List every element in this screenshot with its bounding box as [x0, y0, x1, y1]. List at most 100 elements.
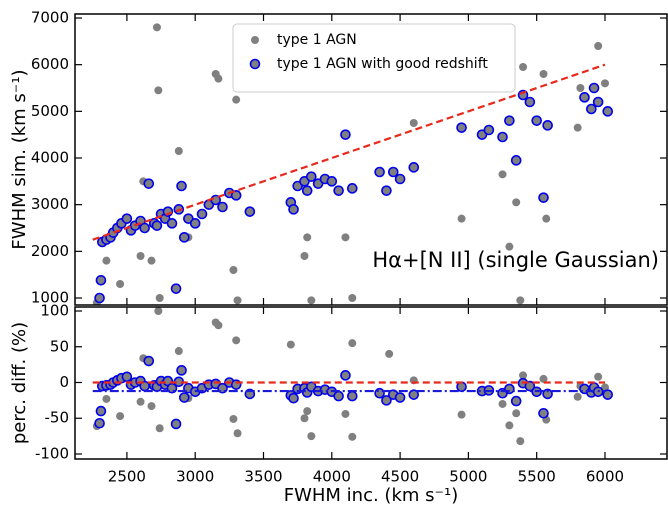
- data-point: [531, 115, 542, 126]
- x-axis-label: FWHM inc. (km s⁻¹): [284, 485, 459, 506]
- data-point: [341, 233, 350, 242]
- data-point: [178, 392, 190, 403]
- data-point: [102, 394, 111, 403]
- reference-line: [92, 63, 606, 241]
- data-point: [348, 432, 357, 441]
- data-point: [147, 256, 156, 265]
- data-point: [154, 86, 163, 95]
- data-point: [121, 213, 133, 224]
- data-point: [333, 185, 344, 196]
- data-point: [504, 115, 515, 126]
- data-point: [586, 103, 597, 115]
- data-point: [301, 185, 313, 196]
- data-point: [456, 122, 467, 133]
- data-point: [519, 371, 528, 380]
- x-tick-label: 3500: [244, 468, 282, 486]
- data-point: [516, 437, 525, 446]
- data-point: [307, 296, 316, 305]
- data-point: [512, 409, 521, 418]
- data-point: [214, 74, 223, 83]
- y-tick-label: 100: [40, 302, 69, 320]
- x-tick-label: 6000: [586, 468, 624, 486]
- data-point: [136, 397, 145, 406]
- data-point: [592, 96, 604, 108]
- data-point: [374, 166, 385, 178]
- y-tick-label: 2000: [31, 242, 69, 260]
- data-point: [306, 171, 317, 182]
- data-point: [573, 392, 582, 401]
- data-point: [303, 407, 312, 416]
- data-point: [483, 124, 495, 136]
- data-point: [594, 372, 603, 381]
- data-point: [116, 412, 125, 421]
- x-tick-label: 5500: [518, 468, 556, 486]
- data-point: [286, 340, 295, 349]
- data-point: [539, 374, 548, 383]
- data-point: [576, 84, 585, 93]
- data-point: [539, 70, 548, 79]
- data-point: [244, 206, 256, 217]
- data-point: [300, 414, 309, 423]
- data-point: [394, 173, 406, 185]
- data-point: [498, 170, 507, 179]
- data-point: [151, 220, 163, 231]
- y-tick-label: -100: [35, 444, 69, 462]
- data-point: [542, 120, 553, 131]
- data-point: [176, 365, 187, 376]
- data-point: [600, 79, 609, 88]
- plot-frame: [74, 13, 668, 306]
- data-point: [217, 201, 228, 213]
- data-point: [594, 42, 603, 51]
- data-point: [602, 106, 614, 117]
- data-point: [542, 214, 551, 223]
- data-point: [229, 414, 238, 423]
- data-point: [498, 399, 507, 408]
- data-point: [143, 178, 155, 189]
- data-point: [348, 294, 357, 303]
- data-point: [381, 185, 392, 196]
- data-point: [348, 339, 357, 348]
- data-point: [408, 162, 420, 173]
- data-point: [394, 392, 406, 403]
- data-point: [95, 274, 107, 286]
- data-point: [510, 395, 522, 407]
- data-point: [136, 252, 145, 261]
- data-point: [519, 63, 528, 72]
- data-point: [152, 23, 161, 32]
- data-point: [303, 233, 312, 242]
- data-point: [340, 370, 351, 381]
- data-point: [505, 242, 514, 251]
- data-point: [170, 418, 182, 430]
- y-tick-label: 6000: [31, 55, 69, 73]
- data-point: [573, 123, 582, 132]
- data-point: [94, 417, 105, 429]
- data-point: [233, 296, 242, 305]
- data-point: [524, 96, 536, 108]
- data-point: [381, 395, 392, 406]
- y-tick-label: -50: [45, 409, 70, 427]
- data-point: [333, 390, 344, 402]
- data-point: [602, 389, 614, 400]
- data-point: [288, 204, 299, 215]
- data-point: [588, 82, 600, 94]
- data-point: [170, 283, 182, 294]
- data-point: [346, 183, 358, 194]
- data-point: [174, 347, 183, 356]
- data-point: [139, 222, 150, 234]
- y-tick-label: 3000: [31, 195, 69, 213]
- data-point: [229, 266, 238, 275]
- data-point: [387, 166, 399, 178]
- data-point: [196, 208, 208, 220]
- data-point: [542, 388, 553, 400]
- data-point: [300, 252, 309, 261]
- data-point: [232, 95, 241, 104]
- data-point: [340, 129, 351, 140]
- y-tick-label: 7000: [31, 9, 69, 27]
- data-point: [457, 214, 466, 223]
- y-tick-label: 4000: [31, 149, 69, 167]
- data-point: [121, 371, 133, 383]
- data-point: [346, 390, 358, 402]
- data-point: [176, 180, 187, 192]
- data-point: [230, 190, 242, 201]
- y-axis-label: perc. diff. (%): [9, 322, 30, 444]
